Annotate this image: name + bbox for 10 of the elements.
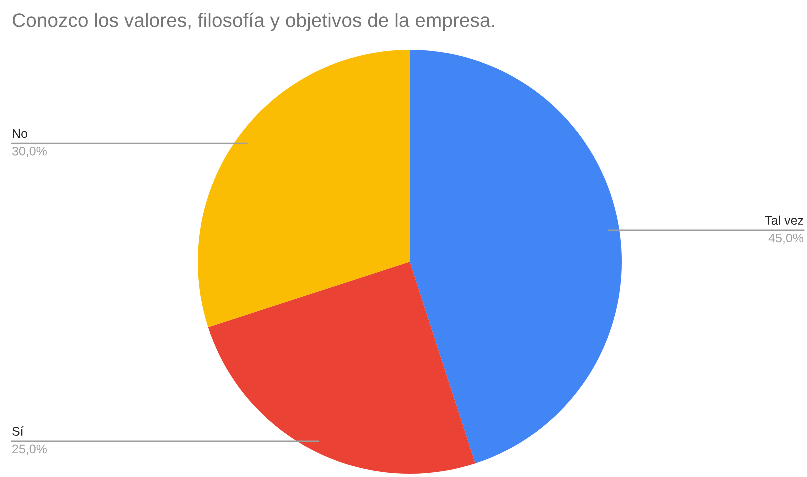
slice-label: Sí: [12, 426, 24, 436]
chart-title: Conozco los valores, filosofía y objetivos de la empresa.: [12, 12, 494, 32]
pie-slice: [410, 50, 622, 464]
pie-slice: [208, 262, 476, 474]
pie-slice: [198, 50, 410, 328]
data-label: 25,0%: [12, 444, 47, 456]
slice-label: No: [13, 129, 28, 138]
slice-label: Tal vez: [765, 216, 804, 226]
data-label: 45,0%: [768, 234, 804, 244]
data-label: 30,0%: [12, 146, 47, 158]
